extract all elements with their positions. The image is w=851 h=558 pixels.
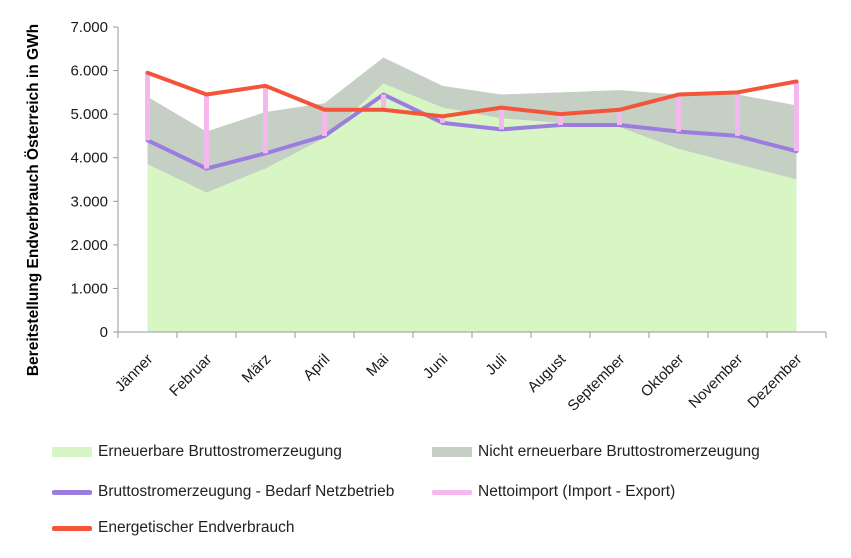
x-tick-label: Februar xyxy=(166,351,215,400)
y-tick-label: 6.000 xyxy=(70,63,108,80)
y-tick-label: 5.000 xyxy=(70,106,108,123)
x-tick-label: August xyxy=(524,350,570,396)
line-gross-production xyxy=(145,92,799,171)
x-tick-label: Dezember xyxy=(744,351,805,412)
line-final-consumption xyxy=(145,70,799,119)
x-tick-label: Mai xyxy=(363,351,392,380)
y-tick-label: 4.000 xyxy=(70,150,108,167)
x-tick-label: Oktober xyxy=(638,351,688,401)
y-tick-label: 2.000 xyxy=(70,237,108,254)
x-tick-label: April xyxy=(300,351,333,384)
y-tick-label: 0 xyxy=(100,324,108,341)
y-axis-label: Bereitstellung Endverbrauch Österreich i… xyxy=(25,24,42,376)
y-tick-label: 1.000 xyxy=(70,280,108,297)
x-tick-label: Juni xyxy=(420,351,451,382)
x-tick-label: September xyxy=(564,351,628,415)
area-renewable xyxy=(147,83,797,333)
y-tick-label: 3.000 xyxy=(70,193,108,210)
x-tick-label: März xyxy=(239,351,275,387)
area-nonrenewable xyxy=(147,57,797,193)
x-tick-label: November xyxy=(685,351,746,412)
y-tick-label: 7.000 xyxy=(70,19,108,36)
x-tick-label: Juli xyxy=(482,351,510,379)
plot-area: 0 1.000 2.000 3.000 4.000 5.000 6.000 7.000 Jänn… xyxy=(70,19,827,415)
x-tick-label: Jänner xyxy=(112,351,156,395)
